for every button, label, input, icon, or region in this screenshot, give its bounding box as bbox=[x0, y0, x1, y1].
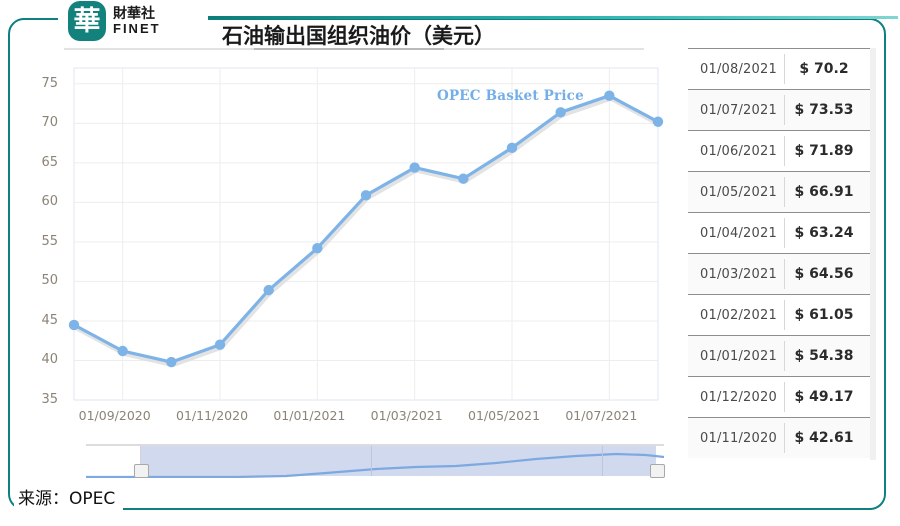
range-sparkline bbox=[86, 452, 664, 478]
table-cell-divider bbox=[784, 259, 785, 289]
y-axis-tick-label: 45 bbox=[41, 312, 58, 328]
x-axis-tick-label: 01/11/2020 bbox=[176, 408, 249, 423]
range-selector[interactable] bbox=[86, 444, 665, 478]
page-frame bbox=[8, 18, 886, 510]
x-axis-tick-label: 01/03/2021 bbox=[370, 408, 443, 423]
table-cell-date: 01/07/2021 bbox=[700, 102, 777, 118]
table-cell-divider bbox=[784, 54, 785, 84]
x-axis-tick-label: 01/09/2020 bbox=[78, 408, 151, 423]
table-cell-price: $ 70.2 bbox=[799, 61, 849, 77]
chart-top-rule-accent bbox=[254, 48, 444, 50]
table-cell-date: 01/11/2020 bbox=[700, 430, 777, 446]
table-cell-date: 01/05/2021 bbox=[700, 184, 777, 200]
table-cell-price: $ 64.56 bbox=[794, 266, 854, 282]
table-cell-price: $ 63.24 bbox=[794, 225, 854, 241]
table-row[interactable]: 01/12/2020 $ 49.17 bbox=[688, 376, 870, 417]
range-selection[interactable] bbox=[140, 446, 656, 476]
price-table: 01/08/2021 $ 70.2 01/07/2021 $ 73.53 01/06/2… bbox=[688, 48, 870, 460]
table-row[interactable]: 01/06/2021 $ 71.89 bbox=[688, 130, 870, 171]
brand-name-cn: 財華社 bbox=[113, 6, 155, 22]
table-cell-date: 01/12/2020 bbox=[700, 389, 777, 405]
y-axis-tick-label: 75 bbox=[41, 75, 58, 91]
table-cell-divider bbox=[784, 423, 785, 453]
table-cell-price: $ 49.17 bbox=[794, 389, 854, 405]
table-row[interactable]: 01/08/2021 $ 70.2 bbox=[688, 48, 870, 89]
table-cell-price: $ 61.05 bbox=[794, 307, 854, 323]
title-divider bbox=[208, 16, 898, 19]
table-cell-date: 01/03/2021 bbox=[700, 266, 777, 282]
brand-logo: 華 財華社 FINET bbox=[68, 0, 208, 42]
table-cell-price: $ 71.89 bbox=[794, 143, 854, 159]
range-handle-right[interactable] bbox=[650, 464, 665, 478]
table-row[interactable]: 01/01/2021 $ 54.38 bbox=[688, 335, 870, 376]
y-axis-tick-label: 40 bbox=[41, 352, 58, 368]
y-axis-tick-label: 65 bbox=[41, 154, 58, 170]
table-cell-price: $ 66.91 bbox=[794, 184, 854, 200]
range-gridline bbox=[371, 446, 372, 476]
range-gridline bbox=[140, 446, 141, 476]
source-caption: 来源：OPEC bbox=[14, 482, 124, 511]
plot-area[interactable] bbox=[64, 58, 664, 408]
table-cell-date: 01/04/2021 bbox=[700, 225, 777, 241]
line-chart-svg bbox=[68, 67, 664, 401]
table-cell-price: $ 42.61 bbox=[794, 430, 854, 446]
x-axis-tick-label: 01/05/2021 bbox=[468, 408, 541, 423]
table-cell-divider bbox=[784, 177, 785, 207]
x-axis-tick-label: 01/01/2021 bbox=[273, 408, 346, 423]
series-legend-label: OPEC Basket Price bbox=[437, 88, 584, 104]
table-row[interactable]: 01/04/2021 $ 63.24 bbox=[688, 212, 870, 253]
y-axis-tick-label: 50 bbox=[41, 273, 58, 289]
table-cell-divider bbox=[784, 341, 785, 371]
table-cell-price: $ 54.38 bbox=[794, 348, 854, 364]
finet-logo-icon: 華 bbox=[68, 1, 106, 41]
table-cell-divider bbox=[784, 218, 785, 248]
y-axis-tick-label: 35 bbox=[41, 392, 58, 407]
table-scrollbar[interactable] bbox=[870, 48, 876, 460]
table-row[interactable]: 01/03/2021 $ 64.56 bbox=[688, 253, 870, 294]
table-row[interactable]: 01/05/2021 $ 66.91 bbox=[688, 171, 870, 212]
table-row[interactable]: 01/02/2021 $ 61.05 bbox=[688, 294, 870, 335]
table-cell-date: 01/02/2021 bbox=[700, 307, 777, 323]
table-cell-date: 01/06/2021 bbox=[700, 143, 777, 159]
y-axis-tick-label: 55 bbox=[41, 233, 58, 249]
range-top-rule bbox=[86, 444, 664, 446]
table-row[interactable]: 01/07/2021 $ 73.53 bbox=[688, 89, 870, 130]
table-cell-date: 01/01/2021 bbox=[700, 348, 777, 364]
table-cell-divider bbox=[784, 136, 785, 166]
table-cell-price: $ 73.53 bbox=[794, 102, 854, 118]
page-title: 石油输出国组织油价（美元） bbox=[222, 23, 495, 48]
table-cell-divider bbox=[784, 300, 785, 330]
range-handle-left[interactable] bbox=[134, 464, 149, 478]
table-cell-divider bbox=[784, 95, 785, 125]
brand-name-en: FINET bbox=[113, 21, 161, 36]
chart-panel: OPEC Basket Price 35 40 45 50 55 60 65 70 75 01/… bbox=[22, 48, 668, 478]
table-cell-date: 01/08/2021 bbox=[700, 61, 777, 77]
brand-wordmark: 財華社 FINET bbox=[113, 7, 161, 35]
x-axis-tick-label: 01/07/2021 bbox=[565, 408, 638, 423]
y-axis-tick-label: 70 bbox=[41, 115, 58, 131]
range-gridline bbox=[602, 446, 603, 476]
y-axis-tick-label: 60 bbox=[41, 194, 58, 210]
table-row[interactable]: 01/11/2020 $ 42.61 bbox=[688, 417, 870, 458]
table-cell-divider bbox=[784, 382, 785, 412]
